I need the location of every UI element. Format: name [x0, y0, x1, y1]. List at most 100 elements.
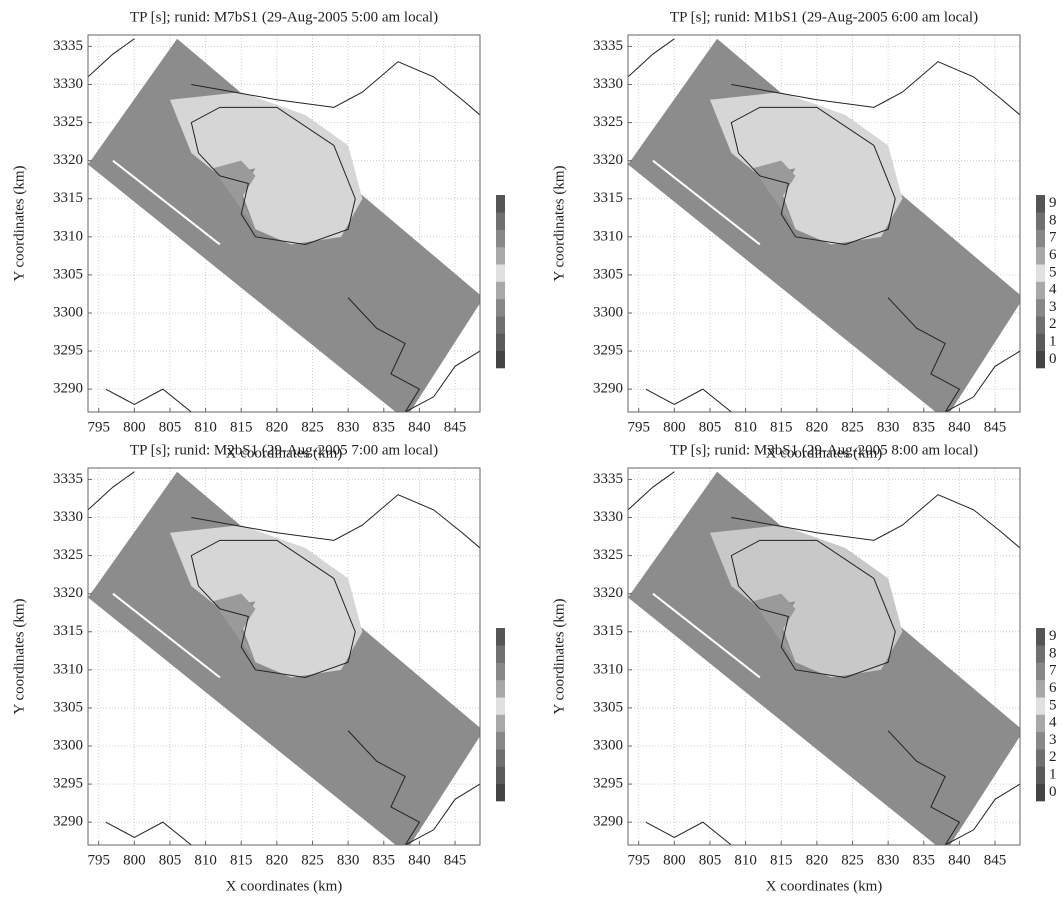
y-tick-label: 3320: [53, 152, 83, 168]
panel: 795 800 805 810 815 820 825 830 835 840 8453290329…: [551, 9, 1057, 461]
axes-frame: [87, 34, 481, 413]
x-axis-label: X coordinates (km): [766, 878, 883, 894]
x-tick-label: 845: [984, 419, 1007, 435]
x-tick-label: 805: [159, 852, 182, 868]
x-tick-label: 825: [301, 852, 324, 868]
colorbar-segment: [1036, 281, 1045, 300]
colorbar-segment: [496, 749, 505, 767]
coastline: [347, 730, 480, 845]
colorbar-segment: [496, 679, 505, 698]
panel: 795 800 805 810 815 820 825 830 835 840 8453290329…: [551, 442, 1057, 894]
y-tick-label: 3310: [593, 661, 623, 677]
colorbar-tick-label: 8: [1049, 645, 1057, 661]
x-tick-label: 815: [230, 852, 253, 868]
colorbar-tick-label: 3: [1049, 732, 1057, 748]
barrier: [652, 592, 761, 679]
y-tick-label: 3320: [53, 585, 83, 601]
x-tick-label: 830: [877, 852, 900, 868]
colorbar-segment: [1036, 645, 1045, 663]
panel: 795 800 805 810 815 820 825 830 835 840 8453290329…: [11, 9, 505, 461]
colorbar-segment: [496, 783, 505, 802]
coastline: [347, 297, 480, 412]
colorbar-segment: [496, 350, 505, 369]
coastline: [628, 471, 675, 511]
y-axis-label: Y coordinates (km): [11, 598, 27, 714]
colorbar-tick-label: 3: [1049, 299, 1057, 315]
x-tick-label: 830: [337, 852, 360, 868]
bay-inner: [752, 593, 796, 663]
x-axis-label: X coordinates (km): [226, 878, 343, 894]
y-tick-label: 3325: [593, 547, 623, 563]
y-tick-label: 3330: [53, 76, 83, 92]
coastline: [887, 730, 1020, 845]
bay-inner: [212, 160, 256, 230]
colorbar-segment: [496, 246, 505, 265]
x-tick-label: 820: [806, 852, 829, 868]
axes-frame: [627, 34, 1021, 413]
y-tick-label: 3315: [593, 190, 623, 206]
x-tick-label: 840: [408, 419, 431, 435]
colorbar-tick-label: 6: [1049, 247, 1057, 263]
chart-title: TP [s]; runid: M7bS1 (29-Aug-2005 5:00 a…: [130, 9, 438, 25]
x-tick-label: 830: [877, 419, 900, 435]
x-tick-label: 800: [663, 419, 686, 435]
y-tick-label: 3335: [53, 471, 83, 487]
x-tick-label: 795: [627, 852, 650, 868]
colorbar-segment: [1036, 628, 1045, 646]
y-tick-label: 3305: [53, 699, 83, 715]
x-tick-label: 835: [913, 852, 936, 868]
x-tick-label: 825: [841, 852, 864, 868]
coastline: [645, 388, 732, 412]
colorbar-tick-label: 4: [1049, 282, 1057, 298]
colorbar-tick-label: 0: [1049, 784, 1057, 800]
y-tick-label: 3335: [53, 38, 83, 54]
colorbar-segment: [496, 697, 505, 715]
x-tick-label: 810: [734, 852, 757, 868]
x-tick-label: 795: [627, 419, 650, 435]
y-tick-label: 3325: [593, 114, 623, 130]
y-axis-label: Y coordinates (km): [11, 165, 27, 281]
axes-frame: [627, 467, 1021, 846]
colorbar-tick-label: 2: [1049, 316, 1057, 332]
y-tick-label: 3300: [593, 737, 623, 753]
colorbar-tick-label: 0: [1049, 351, 1057, 367]
barrier: [652, 159, 761, 246]
x-tick-label: 840: [408, 852, 431, 868]
x-tick-label: 805: [699, 852, 722, 868]
bay-region: [169, 525, 363, 678]
x-tick-label: 800: [123, 419, 146, 435]
x-tick-label: 820: [806, 419, 829, 435]
x-tick-label: 805: [159, 419, 182, 435]
x-tick-label: 825: [841, 419, 864, 435]
coastline: [730, 539, 896, 678]
coastline: [628, 38, 675, 78]
x-tick-label: 810: [194, 419, 217, 435]
y-tick-label: 3295: [53, 343, 83, 359]
field: [88, 471, 480, 845]
x-tick-label: 800: [663, 852, 686, 868]
colorbar-segment: [1036, 316, 1045, 334]
barrier: [112, 159, 221, 246]
field: [88, 38, 480, 412]
coastline: [645, 821, 732, 845]
y-axis-label: Y coordinates (km): [551, 598, 567, 714]
y-tick-label: 3330: [593, 76, 623, 92]
colorbar-segment: [1036, 731, 1045, 750]
x-axis-label: X coordinates (km): [766, 445, 883, 461]
y-tick-label: 3325: [53, 114, 83, 130]
colorbar-segment: [496, 333, 505, 351]
colorbar-segment: [1036, 766, 1045, 784]
colorbar-segment: [1036, 195, 1045, 213]
x-tick-label: 815: [770, 419, 793, 435]
colorbar-tick-label: 9: [1049, 195, 1057, 211]
colorbar-segment: [1036, 697, 1045, 715]
chart-title: TP [s]; runid: M2bS1 (29-Aug-2005 7:00 a…: [130, 442, 438, 458]
colorbar-segment: [1036, 264, 1045, 282]
colorbar-segment: [496, 645, 505, 663]
bay-inner: [752, 160, 796, 230]
y-tick-label: 3335: [593, 38, 623, 54]
colorbar-segment: [496, 316, 505, 334]
colorbar-segment: [496, 229, 505, 248]
x-tick-label: 845: [444, 852, 467, 868]
x-tick-label: 835: [373, 852, 396, 868]
